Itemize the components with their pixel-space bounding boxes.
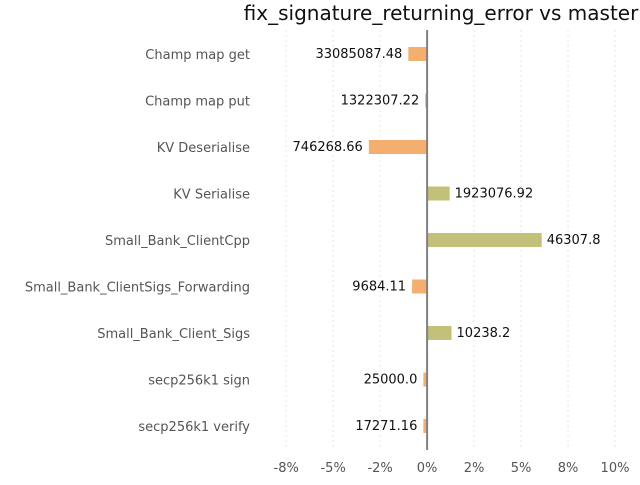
bar: [427, 326, 452, 340]
category-label: Champ map put: [145, 95, 250, 110]
data-label: 25000.0: [364, 373, 418, 388]
x-tick-label: 0%: [417, 461, 438, 476]
labels-layer: Champ map get 33085087.48 Champ map put 132…: [25, 47, 601, 435]
data-label: 46307.8: [547, 233, 601, 248]
ticks-layer: -8% -5% -2% 0% 2% 5% 8% 10%: [274, 461, 630, 476]
data-label: 10238.2: [457, 326, 511, 341]
category-label: Small_Bank_ClientCpp: [105, 234, 250, 249]
x-tick-label: 10%: [601, 461, 630, 476]
data-label: 1322307.22: [341, 94, 420, 109]
data-label: 746268.66: [293, 140, 363, 155]
data-label: 1923076.92: [455, 187, 534, 202]
category-label: secp256k1 sign: [148, 374, 250, 389]
bars-layer: [368, 47, 542, 433]
x-tick-label: -5%: [320, 461, 345, 476]
category-label: Champ map get: [145, 48, 250, 63]
bar: [423, 372, 428, 387]
x-tick-label: -2%: [367, 461, 392, 476]
x-tick-label: 8%: [558, 461, 579, 476]
bar: [368, 140, 428, 154]
data-label: 9684.11: [352, 280, 406, 295]
category-label: Small_Bank_Client_Sigs: [97, 327, 250, 342]
category-label: KV Serialise: [173, 188, 250, 203]
x-tick-label: -8%: [274, 461, 299, 476]
bar: [412, 279, 428, 294]
category-label: Small_Bank_ClientSigs_Forwarding: [25, 281, 250, 296]
bar: [423, 419, 428, 433]
bar: [427, 186, 450, 201]
x-tick-label: 5%: [511, 461, 532, 476]
x-tick-label: 2%: [464, 461, 485, 476]
category-label: KV Deserialise: [157, 141, 250, 156]
bar: [408, 47, 428, 61]
chart-title: fix_signature_returning_error vs master: [244, 1, 639, 25]
category-label: secp256k1 verify: [138, 420, 250, 435]
data-label: 33085087.48: [315, 47, 402, 62]
data-label: 17271.16: [355, 419, 417, 434]
bar: [427, 233, 542, 247]
